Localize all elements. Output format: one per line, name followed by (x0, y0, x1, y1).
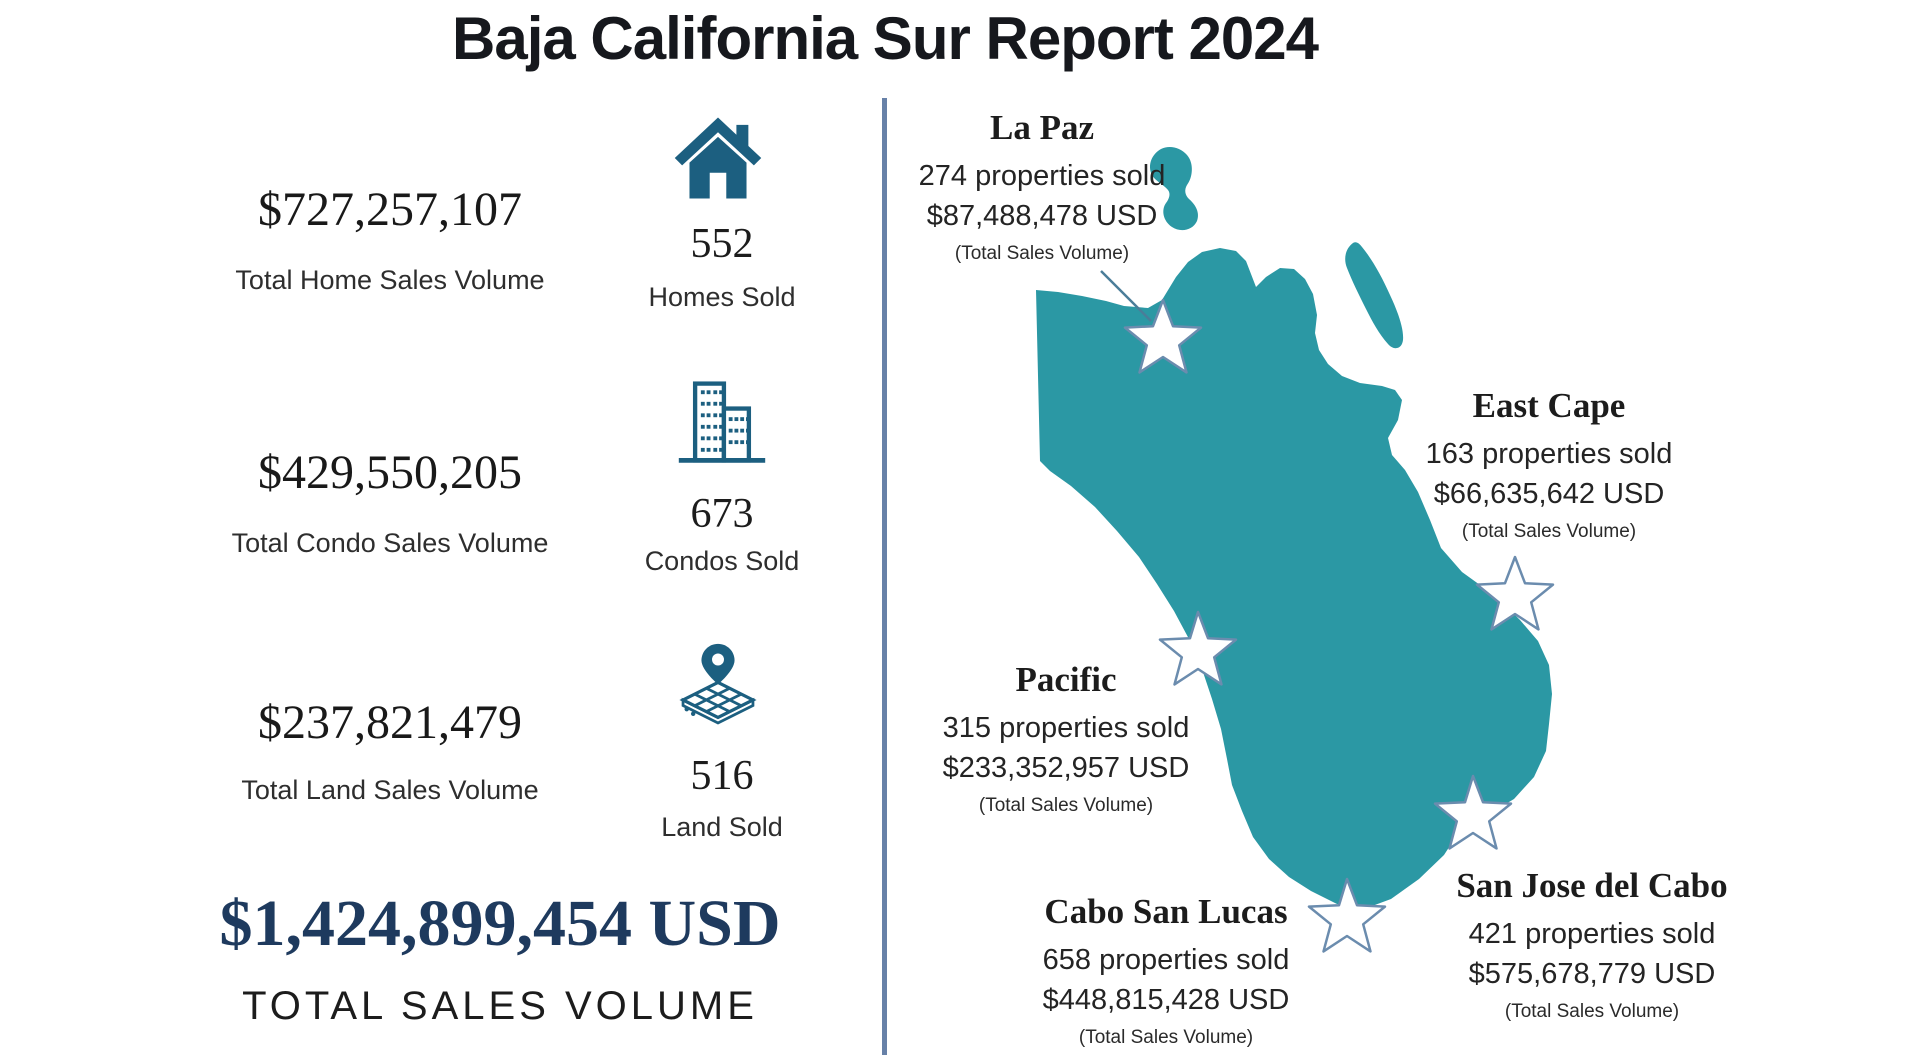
region-note: (Total Sales Volume) (978, 795, 1154, 816)
region-note: (Total Sales Volume) (1078, 1027, 1254, 1048)
region-name: Pacific (1015, 660, 1117, 699)
region-block-cabo-san-lucas: Cabo San Lucas 658 properties sold $448,… (996, 890, 1336, 1051)
page-title: Baja California Sur Report 2024 (452, 5, 1319, 72)
region-sales-volume: $66,635,642 USD (1433, 478, 1665, 510)
cerralvo-island (1345, 242, 1404, 349)
la-paz-pointer-line (1100, 270, 1152, 322)
homes-sold-label: Homes Sold (648, 282, 796, 312)
land-parcel-pin-icon (672, 638, 772, 738)
east-cape-star-marker (1475, 555, 1555, 631)
region-properties-sold: 315 properties sold (942, 712, 1190, 744)
san-jose-del-cabo-star-marker (1433, 774, 1513, 850)
region-block-pacific: Pacific 315 properties sold $233,352,957… (896, 658, 1236, 819)
total-sales-volume-value: $1,424,899,454 USD (219, 887, 781, 960)
region-name: Cabo San Lucas (1044, 892, 1288, 931)
region-block-la-paz: La Paz 274 properties sold $87,488,478 U… (872, 106, 1212, 267)
region-name: East Cape (1472, 386, 1626, 425)
condo-sales-volume-label: Total Condo Sales Volume (231, 528, 549, 558)
region-properties-sold: 421 properties sold (1468, 918, 1716, 950)
vertical-divider (882, 98, 887, 1055)
region-properties-sold: 658 properties sold (1042, 944, 1290, 976)
region-note: (Total Sales Volume) (1461, 521, 1637, 542)
land-sales-volume-label: Total Land Sales Volume (241, 775, 539, 805)
region-block-san-jose-del-cabo: San Jose del Cabo 421 properties sold $5… (1422, 864, 1762, 1025)
region-sales-volume: $575,678,779 USD (1468, 958, 1716, 990)
espiritu-santo-island (1150, 147, 1199, 231)
region-name: San Jose del Cabo (1456, 866, 1728, 905)
condos-sold-label: Condos Sold (644, 546, 800, 576)
land-sold-label: Land Sold (661, 812, 783, 842)
total-sales-volume-label: TOTAL SALES VOLUME (242, 984, 758, 1028)
land-sales-volume-value: $237,821,479 (258, 696, 522, 749)
region-sales-volume: $233,352,957 USD (942, 752, 1190, 784)
homes-sold-count: 552 (690, 221, 754, 267)
region-properties-sold: 274 properties sold (918, 160, 1166, 192)
condo-buildings-icon (672, 374, 772, 470)
cabo-san-lucas-star-marker (1307, 877, 1387, 953)
peninsula-landmass (1036, 248, 1552, 909)
house-icon (672, 112, 772, 204)
land-sold-count: 516 (690, 753, 754, 799)
region-note: (Total Sales Volume) (954, 243, 1130, 264)
region-sales-volume: $87,488,478 USD (926, 200, 1158, 232)
pacific-star-marker (1158, 610, 1238, 686)
condo-sales-volume-value: $429,550,205 (258, 446, 522, 499)
condos-sold-count: 673 (690, 491, 754, 537)
region-name: La Paz (989, 108, 1094, 147)
region-sales-volume: $448,815,428 USD (1042, 984, 1290, 1016)
region-block-east-cape: East Cape 163 properties sold $66,635,64… (1379, 384, 1719, 545)
region-properties-sold: 163 properties sold (1425, 438, 1673, 470)
la-paz-star-marker (1123, 298, 1203, 374)
region-note: (Total Sales Volume) (1504, 1001, 1680, 1022)
home-sales-volume-value: $727,257,107 (258, 183, 522, 236)
home-sales-volume-label: Total Home Sales Volume (235, 265, 545, 295)
